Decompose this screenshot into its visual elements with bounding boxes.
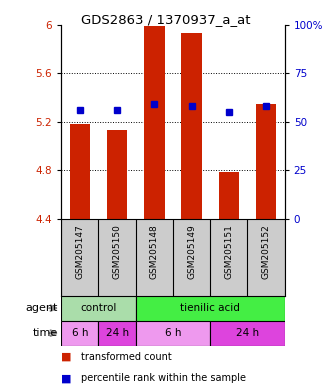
Bar [136,321,210,346]
Bar [107,131,127,219]
Text: GSM205152: GSM205152 [261,224,270,279]
Bar [144,26,165,219]
Text: GSM205149: GSM205149 [187,224,196,279]
Bar [181,33,202,219]
Text: 6 h: 6 h [165,328,181,338]
Text: 24 h: 24 h [106,328,129,338]
Text: ■: ■ [61,352,72,362]
Bar [256,104,276,219]
Text: 24 h: 24 h [236,328,259,338]
Text: transformed count: transformed count [81,352,172,362]
Text: GSM205148: GSM205148 [150,224,159,279]
Text: ■: ■ [61,373,72,383]
Text: GDS2863 / 1370937_a_at: GDS2863 / 1370937_a_at [81,13,250,26]
Bar [61,296,136,321]
Text: tienilic acid: tienilic acid [180,303,240,313]
Bar [99,321,136,346]
Text: GSM205147: GSM205147 [75,224,84,279]
Text: control: control [80,303,117,313]
Text: 6 h: 6 h [71,328,88,338]
Text: agent: agent [25,303,58,313]
Bar [218,172,239,219]
Bar [210,321,285,346]
Bar [70,124,90,219]
Text: GSM205151: GSM205151 [224,224,233,279]
Bar [61,321,99,346]
Text: GSM205150: GSM205150 [113,224,121,279]
Bar [136,296,285,321]
Text: percentile rank within the sample: percentile rank within the sample [81,373,246,383]
Text: time: time [33,328,58,338]
